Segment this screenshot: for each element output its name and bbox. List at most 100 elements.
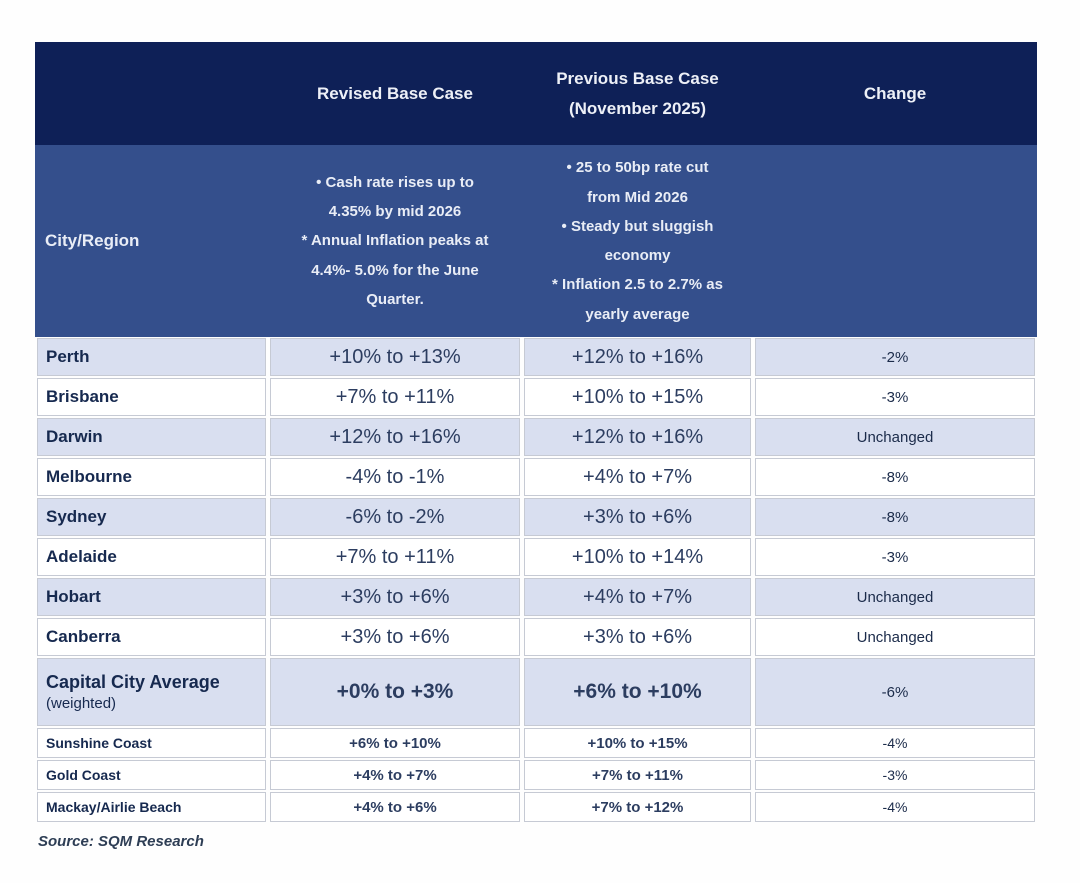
previous-value: +7% to +11% xyxy=(592,766,683,784)
revised-value-cell: +3% to +6% xyxy=(270,618,520,656)
previous-value: +12% to +16% xyxy=(571,345,704,368)
revised-value: +7% to +11% xyxy=(335,385,455,408)
header-change: Change xyxy=(863,83,927,103)
revised-value: +7% to +11% xyxy=(335,545,455,568)
revised-value-cell: +4% to +7% xyxy=(270,760,520,790)
previous-value: +7% to +12% xyxy=(591,798,684,816)
change-value-cell: -4% xyxy=(755,728,1035,758)
table-row: Brisbane +7% to +11% +10% to +15% -3% xyxy=(35,377,1037,417)
table-row: Capital City Average (weighted) +0% to +3%… xyxy=(35,657,1037,727)
city-name: Canberra xyxy=(46,626,121,646)
city-name: Capital City Average xyxy=(46,672,220,693)
previous-value-cell: +6% to +10% xyxy=(524,658,751,726)
change-value: -6% xyxy=(881,683,909,701)
previous-value-cell: +10% to +14% xyxy=(524,538,751,576)
change-value-cell: Unchanged xyxy=(755,578,1035,616)
city-cell: Hobart xyxy=(37,578,266,616)
city-cell: Gold Coast xyxy=(37,760,266,790)
table-row: Adelaide +7% to +11% +10% to +14% -3% xyxy=(35,537,1037,577)
header-previous-line2: (November 2025) xyxy=(568,98,706,118)
city-name: Hobart xyxy=(46,586,101,606)
revised-value: -4% to -1% xyxy=(345,465,445,488)
table-row: Canberra +3% to +6% +3% to +6% Unchanged xyxy=(35,617,1037,657)
revised-value: +12% to +16% xyxy=(329,425,461,448)
city-name: Gold Coast xyxy=(46,766,121,783)
revised-value-cell: +3% to +6% xyxy=(270,578,520,616)
revised-value-cell: +12% to +16% xyxy=(270,418,520,456)
change-value-cell: -3% xyxy=(755,760,1035,790)
previous-value-cell: +12% to +16% xyxy=(524,418,751,456)
previous-value: +12% to +16% xyxy=(571,425,704,448)
assumption-line: economy xyxy=(604,247,671,264)
revised-value-cell: +7% to +11% xyxy=(270,538,520,576)
previous-value-cell: +7% to +12% xyxy=(524,792,751,822)
revised-value: +4% to +7% xyxy=(353,766,437,784)
revised-value-cell: -4% to -1% xyxy=(270,458,520,496)
change-value-cell: -6% xyxy=(755,658,1035,726)
table-row: Mackay/Airlie Beach +4% to +6% +7% to +12%… xyxy=(35,791,1037,823)
change-value-cell: -8% xyxy=(755,498,1035,536)
table-header-row: Revised Base Case Previous Base Case (No… xyxy=(35,42,1037,145)
city-name: Sydney xyxy=(46,506,107,526)
previous-value-cell: +12% to +16% xyxy=(524,338,751,376)
previous-value: +10% to +14% xyxy=(571,545,704,568)
header-previous-line1: Previous Base Case xyxy=(556,68,719,88)
change-value-cell: -3% xyxy=(755,378,1035,416)
previous-value: +3% to +6% xyxy=(583,505,692,528)
revised-value: +10% to +13% xyxy=(329,345,461,368)
previous-value: +4% to +7% xyxy=(583,585,692,608)
city-subtitle: (weighted) xyxy=(46,695,117,713)
city-name: Adelaide xyxy=(46,546,117,566)
change-value: -4% xyxy=(882,735,908,751)
city-cell: Perth xyxy=(37,338,266,376)
city-name: Mackay/Airlie Beach xyxy=(46,798,182,815)
revised-value-cell: +4% to +6% xyxy=(270,792,520,822)
table-row: Gold Coast +4% to +7% +7% to +11% -3% xyxy=(35,759,1037,791)
assumption-line: Quarter. xyxy=(366,290,424,308)
table-row: Sunshine Coast +6% to +10% +10% to +15% -4% xyxy=(35,727,1037,759)
city-cell: Adelaide xyxy=(37,538,266,576)
change-value: Unchanged xyxy=(856,588,934,606)
change-value-cell: Unchanged xyxy=(755,618,1035,656)
revised-value-cell: +0% to +3% xyxy=(270,658,520,726)
previous-value-cell: +7% to +11% xyxy=(524,760,751,790)
revised-assumptions: • Cash rate rises up to 4.35% by mid 2026… xyxy=(268,145,522,337)
assumption-line: • Steady but sluggish xyxy=(561,217,714,235)
previous-value-cell: +4% to +7% xyxy=(524,458,751,496)
city-name: Sunshine Coast xyxy=(46,734,152,751)
table-row: Sydney -6% to -2% +3% to +6% -8% xyxy=(35,497,1037,537)
change-value: Unchanged xyxy=(856,628,934,646)
revised-value: -6% to -2% xyxy=(345,505,445,528)
change-value: Unchanged xyxy=(856,428,934,446)
table-row: Darwin +12% to +16% +12% to +16% Unchanged xyxy=(35,417,1037,457)
table-row: Hobart +3% to +6% +4% to +7% Unchanged xyxy=(35,577,1037,617)
city-cell: Sydney xyxy=(37,498,266,536)
assumption-line: 4.35% by mid 2026 xyxy=(328,203,462,221)
assumption-line: 4.4%- 5.0% for the June xyxy=(311,261,479,279)
city-name: Melbourne xyxy=(46,466,132,486)
previous-assumptions: • 25 to 50bp rate cut from Mid 2026 • Stea… xyxy=(522,145,753,337)
assumption-line: yearly average xyxy=(585,305,690,323)
previous-value-cell: +10% to +15% xyxy=(524,728,751,758)
change-value-cell: -4% xyxy=(755,792,1035,822)
assumption-line: • 25 to 50bp rate cut xyxy=(566,159,709,177)
city-cell: Sunshine Coast xyxy=(37,728,266,758)
change-value: -3% xyxy=(882,767,908,783)
assumption-line: * Inflation 2.5 to 2.7% as xyxy=(552,276,723,294)
change-value-cell: -8% xyxy=(755,458,1035,496)
city-cell: Mackay/Airlie Beach xyxy=(37,792,266,822)
previous-value: +4% to +7% xyxy=(583,465,692,488)
assumption-line: from Mid 2026 xyxy=(587,188,688,206)
header-previous-base-case: Previous Base Case (November 2025) xyxy=(522,42,753,145)
table-row: Perth +10% to +13% +12% to +16% -2% xyxy=(35,337,1037,377)
revised-value: +3% to +6% xyxy=(340,625,450,648)
revised-value: +6% to +10% xyxy=(349,734,441,752)
change-value: -3% xyxy=(881,388,909,406)
city-name: Perth xyxy=(46,346,90,366)
previous-value-cell: +10% to +15% xyxy=(524,378,751,416)
forecast-table: Revised Base Case Previous Base Case (No… xyxy=(35,42,1037,823)
header-city-region-blank xyxy=(35,42,268,145)
city-name: Brisbane xyxy=(46,386,119,406)
table-subheader-row: City/Region • Cash rate rises up to 4.35%… xyxy=(35,145,1037,337)
change-value: -2% xyxy=(881,348,909,366)
